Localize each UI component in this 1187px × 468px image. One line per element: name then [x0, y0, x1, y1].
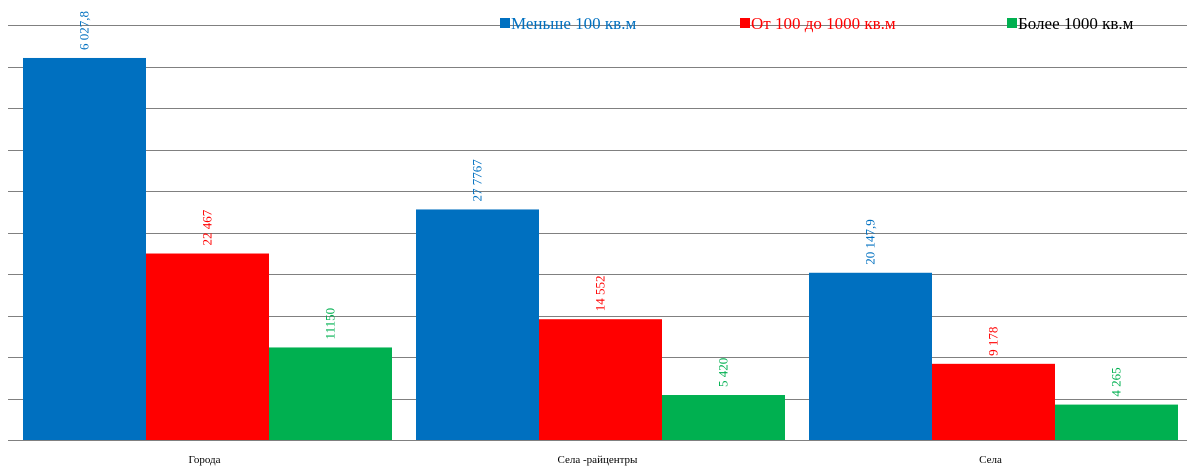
bar-1-1: [23, 57, 146, 440]
bar-1-3: [809, 272, 932, 440]
legend-swatch: [740, 18, 750, 28]
data-label: 5 420: [716, 358, 731, 387]
x-axis: Города Села -райцентры Села: [8, 440, 1187, 466]
legend-label: От 100 до 1000 кв.м: [751, 14, 896, 33]
data-label: 4 265: [1109, 367, 1124, 396]
bar-3-1: [269, 347, 392, 440]
category-label: Села -райцентры: [558, 454, 639, 466]
category-label: Города: [188, 454, 220, 466]
category-label: Села: [979, 454, 1002, 466]
data-label: 9 178: [986, 327, 1001, 356]
legend-label: Более 1000 кв.м: [1018, 14, 1134, 33]
data-label: 22 467: [200, 209, 215, 245]
bar-2-3: [932, 363, 1055, 440]
data-label: 20 147,9: [863, 219, 878, 265]
legend-swatch: [1007, 18, 1017, 28]
data-labels: 6 027,8 22 467 11150 27 7767 14 552 5 420 20 1…: [77, 11, 1124, 397]
legend: Меньше 100 кв.м От 100 до 1000 кв.м Более …: [500, 14, 1134, 33]
bar-3-2: [662, 395, 785, 440]
data-label: 6 027,8: [77, 11, 92, 50]
bar-2-2: [539, 319, 662, 440]
bar-1-2: [416, 209, 539, 440]
legend-swatch: [500, 18, 510, 28]
bar-3-3: [1055, 404, 1178, 440]
legend-label: Меньше 100 кв.м: [511, 14, 636, 33]
bars: [23, 57, 1178, 440]
data-label: 11150: [323, 308, 338, 340]
bar-2-1: [146, 253, 269, 440]
data-label: 27 7767: [470, 159, 485, 202]
data-label: 14 552: [593, 275, 608, 311]
